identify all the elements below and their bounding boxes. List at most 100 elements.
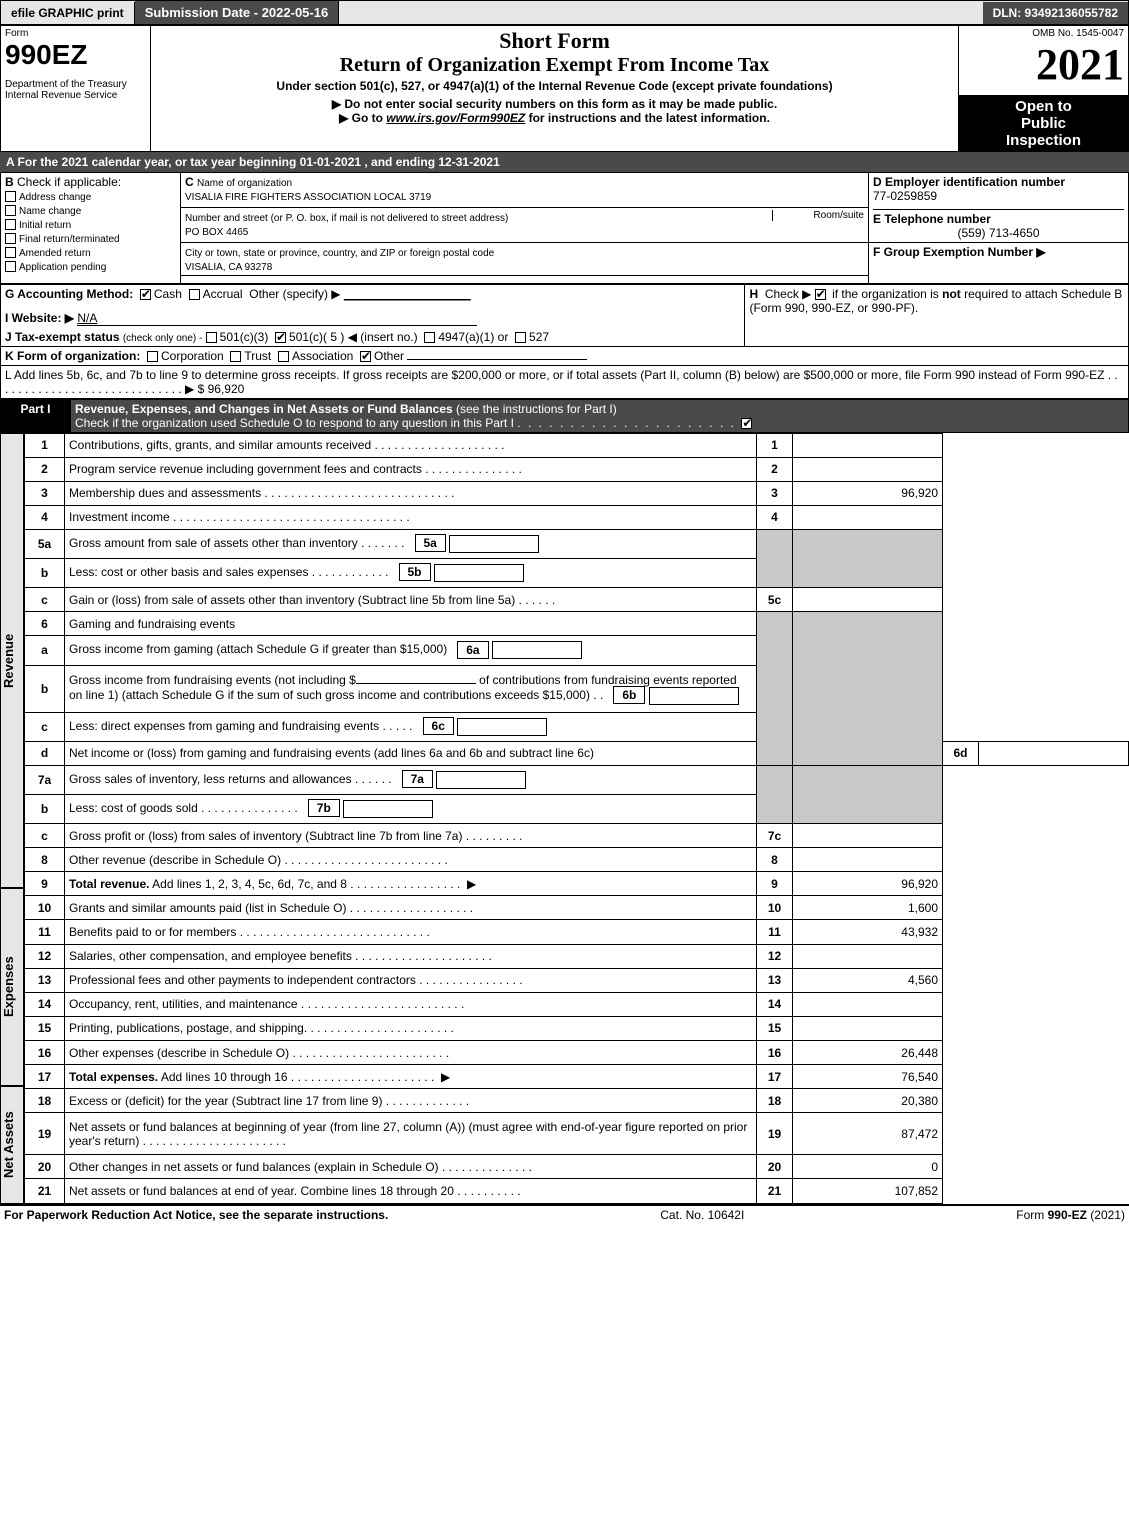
checkbox-527[interactable] (515, 332, 526, 343)
part1-title-tail: (see the instructions for Part I) (453, 402, 617, 416)
j-o3: 4947(a)(1) or (438, 330, 508, 344)
checkbox-corp[interactable] (147, 351, 158, 362)
b2: 2 (757, 457, 793, 481)
checkbox-501c5[interactable] (275, 332, 286, 343)
a8 (793, 848, 943, 872)
sub6b: 6b (613, 686, 645, 704)
val7a[interactable] (436, 771, 526, 789)
b4: 4 (757, 505, 793, 529)
a17: 76,540 (793, 1065, 943, 1089)
checkbox-initial-return[interactable] (5, 219, 16, 230)
b7c: 7c (757, 824, 793, 848)
val5b[interactable] (434, 564, 524, 582)
top-bar: efile GRAPHIC print Submission Date - 20… (0, 0, 1129, 25)
checkbox-assoc[interactable] (278, 351, 289, 362)
j-tail: (check only one) - (123, 333, 202, 344)
n15: 15 (25, 1016, 65, 1040)
open-to: Open to (963, 98, 1124, 115)
t1: Contributions, gifts, grants, and simila… (65, 433, 757, 457)
k-other: Other (374, 349, 404, 363)
t7a: Gross sales of inventory, less returns a… (65, 765, 757, 794)
b21: 21 (757, 1179, 793, 1203)
form-number: 990EZ (5, 39, 146, 71)
phone-value: (559) 713-4650 (873, 226, 1124, 240)
b18: 18 (757, 1089, 793, 1113)
val6c[interactable] (457, 718, 547, 736)
b1: 1 (757, 433, 793, 457)
irs-link[interactable]: www.irs.gov/Form990EZ (386, 111, 525, 125)
t15: Printing, publications, postage, and shi… (65, 1016, 757, 1040)
n3: 3 (25, 481, 65, 505)
checkbox-name-change[interactable] (5, 205, 16, 216)
checkbox-cash[interactable] (140, 289, 151, 300)
ghijkl-block: G Accounting Method: Cash Accrual Other … (0, 284, 1129, 399)
a13: 4,560 (793, 968, 943, 992)
vert-expenses: Expenses (0, 888, 24, 1086)
street-label: Number and street (or P. O. box, if mail… (185, 213, 508, 224)
t2: Program service revenue including govern… (65, 457, 757, 481)
opt-amended-return: Amended return (19, 248, 91, 259)
t4: Investment income . . . . . . . . . . . … (65, 505, 757, 529)
val6a[interactable] (492, 641, 582, 659)
d-label: D Employer identification number (873, 175, 1065, 189)
b10: 10 (757, 896, 793, 920)
t6b: Gross income from fundraising events (no… (65, 665, 757, 712)
checkbox-accrual[interactable] (189, 289, 200, 300)
val6b[interactable] (649, 687, 739, 705)
t5b: Less: cost or other basis and sales expe… (65, 559, 757, 588)
k-assoc: Association (292, 349, 353, 363)
b6d: 6d (943, 741, 979, 765)
checkbox-amended-return[interactable] (5, 247, 16, 258)
checkbox-address-change[interactable] (5, 191, 16, 202)
b14: 14 (757, 992, 793, 1016)
n11: 11 (25, 920, 65, 944)
checkbox-schedule-o[interactable] (741, 418, 752, 429)
city-value: VISALIA, CA 93278 (185, 262, 272, 273)
checkbox-application-pending[interactable] (5, 261, 16, 272)
t3: Membership dues and assessments . . . . … (65, 481, 757, 505)
a5c (793, 588, 943, 612)
n20: 20 (25, 1155, 65, 1179)
efile-print-button[interactable]: efile GRAPHIC print (1, 2, 135, 24)
a4 (793, 505, 943, 529)
g-other-line[interactable]: ___________________ (344, 287, 471, 301)
h-text3: required to attach Schedule B (964, 287, 1122, 301)
opt-initial-return: Initial return (19, 220, 71, 231)
a14 (793, 992, 943, 1016)
val5a[interactable] (449, 535, 539, 553)
b3: 3 (757, 481, 793, 505)
a12 (793, 944, 943, 968)
j-label: J Tax-exempt status (5, 330, 120, 344)
b12: 12 (757, 944, 793, 968)
opt-application-pending: Application pending (19, 262, 106, 273)
b-label: B (5, 175, 14, 189)
checkbox-h[interactable] (815, 289, 826, 300)
g-label: G Accounting Method: (5, 287, 133, 301)
h-not: not (942, 287, 961, 301)
t5a: Gross amount from sale of assets other t… (65, 529, 757, 558)
opt-address-change: Address change (19, 192, 91, 203)
sub5b: 5b (399, 563, 431, 581)
k-trust: Trust (244, 349, 271, 363)
b8: 8 (757, 848, 793, 872)
t6a: Gross income from gaming (attach Schedul… (65, 636, 757, 665)
n14: 14 (25, 992, 65, 1016)
a10: 1,600 (793, 896, 943, 920)
a20: 0 (793, 1155, 943, 1179)
val7b[interactable] (343, 800, 433, 818)
title-return: Return of Organization Exempt From Incom… (155, 54, 954, 77)
checkbox-final-return[interactable] (5, 233, 16, 244)
n12: 12 (25, 944, 65, 968)
checkbox-other-org[interactable] (360, 351, 371, 362)
checkbox-501c3[interactable] (206, 332, 217, 343)
t12: Salaries, other compensation, and employ… (65, 944, 757, 968)
sub7a: 7a (402, 770, 433, 788)
footer-left: For Paperwork Reduction Act Notice, see … (4, 1208, 388, 1222)
n7b: b (25, 794, 65, 823)
g-other: Other (specify) ▶ (249, 287, 340, 301)
n6d: d (25, 741, 65, 765)
checkbox-trust[interactable] (230, 351, 241, 362)
lines-table: 1Contributions, gifts, grants, and simil… (24, 433, 1129, 1204)
checkbox-4947[interactable] (424, 332, 435, 343)
inspection: Inspection (963, 132, 1124, 149)
